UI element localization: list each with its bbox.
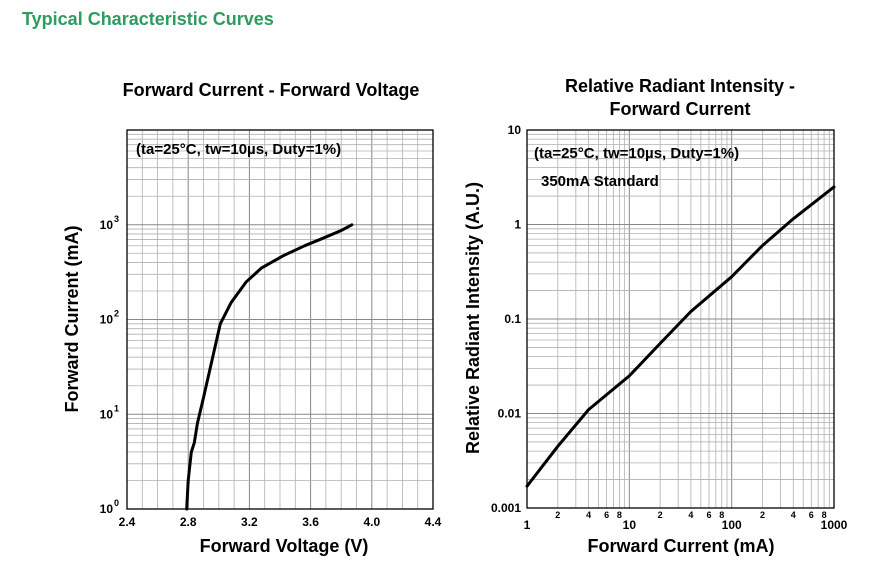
chart2-x-minor-tick-label: 8 xyxy=(617,510,622,520)
chart2-x-tick-label: 1 xyxy=(524,518,531,532)
chart1-plot-frame xyxy=(126,129,434,510)
chart2-x-minor-tick-label: 2 xyxy=(658,510,663,520)
chart2-series-line xyxy=(525,185,836,488)
chart2-y-axis-label: Relative Radiant Intensity (A.U.) xyxy=(463,182,483,454)
chart1-y-tick-label: 10 xyxy=(100,313,114,327)
chart1-y-tick-label: 10 xyxy=(100,218,114,232)
chart1-y-tick-label: 10 xyxy=(100,407,114,421)
chart2-x-axis-label: Forward Current (mA) xyxy=(587,536,774,556)
chart2-y-tick-label: 0.001 xyxy=(491,501,521,515)
chart2-x-minor-tick-label: 6 xyxy=(604,510,609,520)
chart1-x-tick-label: 4.4 xyxy=(425,515,442,529)
chart1-y-tick-exponent: 3 xyxy=(114,214,119,224)
chart1-y-tick-exponent: 0 xyxy=(114,498,119,508)
chart2-x-minor-tick-label: 8 xyxy=(822,510,827,520)
chart1-x-axis-label: Forward Voltage (V) xyxy=(200,536,369,556)
chart2-y-tick-label: 10 xyxy=(508,123,522,137)
chart1-y-axis-label: Forward Current (mA) xyxy=(62,225,82,412)
chart-relative-intensity-current: Relative Radiant Intensity - Forward Cur… xyxy=(463,76,848,556)
chart2-x-tick-label: 1000 xyxy=(821,518,848,532)
chart2-y-tick-label: 0.1 xyxy=(504,312,521,326)
section-title: Typical Characteristic Curves xyxy=(22,9,274,29)
chart2-title-line2: Forward Current xyxy=(609,99,750,119)
chart1-y-tick-label: 10 xyxy=(100,502,114,516)
chart1-series-line xyxy=(185,223,354,511)
chart1-y-tick-exponent: 1 xyxy=(114,403,119,413)
chart2-x-minor-tick-label: 8 xyxy=(719,510,724,520)
chart1-x-tick-label: 2.4 xyxy=(119,515,136,529)
chart1-x-tick-label: 3.6 xyxy=(302,515,319,529)
chart2-x-minor-tick-label: 4 xyxy=(586,510,591,520)
chart2-x-minor-tick-label: 2 xyxy=(760,510,765,520)
chart2-x-minor-tick-label: 4 xyxy=(688,510,693,520)
chart2-y-tick-label: 0.01 xyxy=(498,407,522,421)
chart2-x-minor-tick-label: 4 xyxy=(791,510,796,520)
chart2-plot-frame xyxy=(526,129,835,509)
chart2-title-line1: Relative Radiant Intensity - xyxy=(565,76,795,96)
chart1-x-tick-label: 2.8 xyxy=(180,515,197,529)
chart1-annotation: (ta=25°C, tw=10µs, Duty=1%) xyxy=(136,141,341,158)
chart2-annotation-standard: 350mA Standard xyxy=(541,173,659,190)
chart2-annotation: (ta=25°C, tw=10µs, Duty=1%) xyxy=(534,145,739,162)
chart2-x-minor-tick-label: 6 xyxy=(809,510,814,520)
chart1-x-tick-label: 4.0 xyxy=(363,515,380,529)
chart2-x-minor-tick-label: 6 xyxy=(706,510,711,520)
chart2-x-tick-label: 10 xyxy=(623,518,637,532)
chart2-x-tick-label: 100 xyxy=(722,518,742,532)
chart2-x-minor-tick-label: 2 xyxy=(555,510,560,520)
chart2-y-tick-label: 1 xyxy=(514,218,521,232)
chart-forward-current-voltage: Forward Current - Forward Voltage (ta=25… xyxy=(62,80,442,556)
chart1-x-tick-label: 3.2 xyxy=(241,515,258,529)
chart1-title: Forward Current - Forward Voltage xyxy=(123,80,420,100)
chart1-y-tick-exponent: 2 xyxy=(114,309,119,319)
